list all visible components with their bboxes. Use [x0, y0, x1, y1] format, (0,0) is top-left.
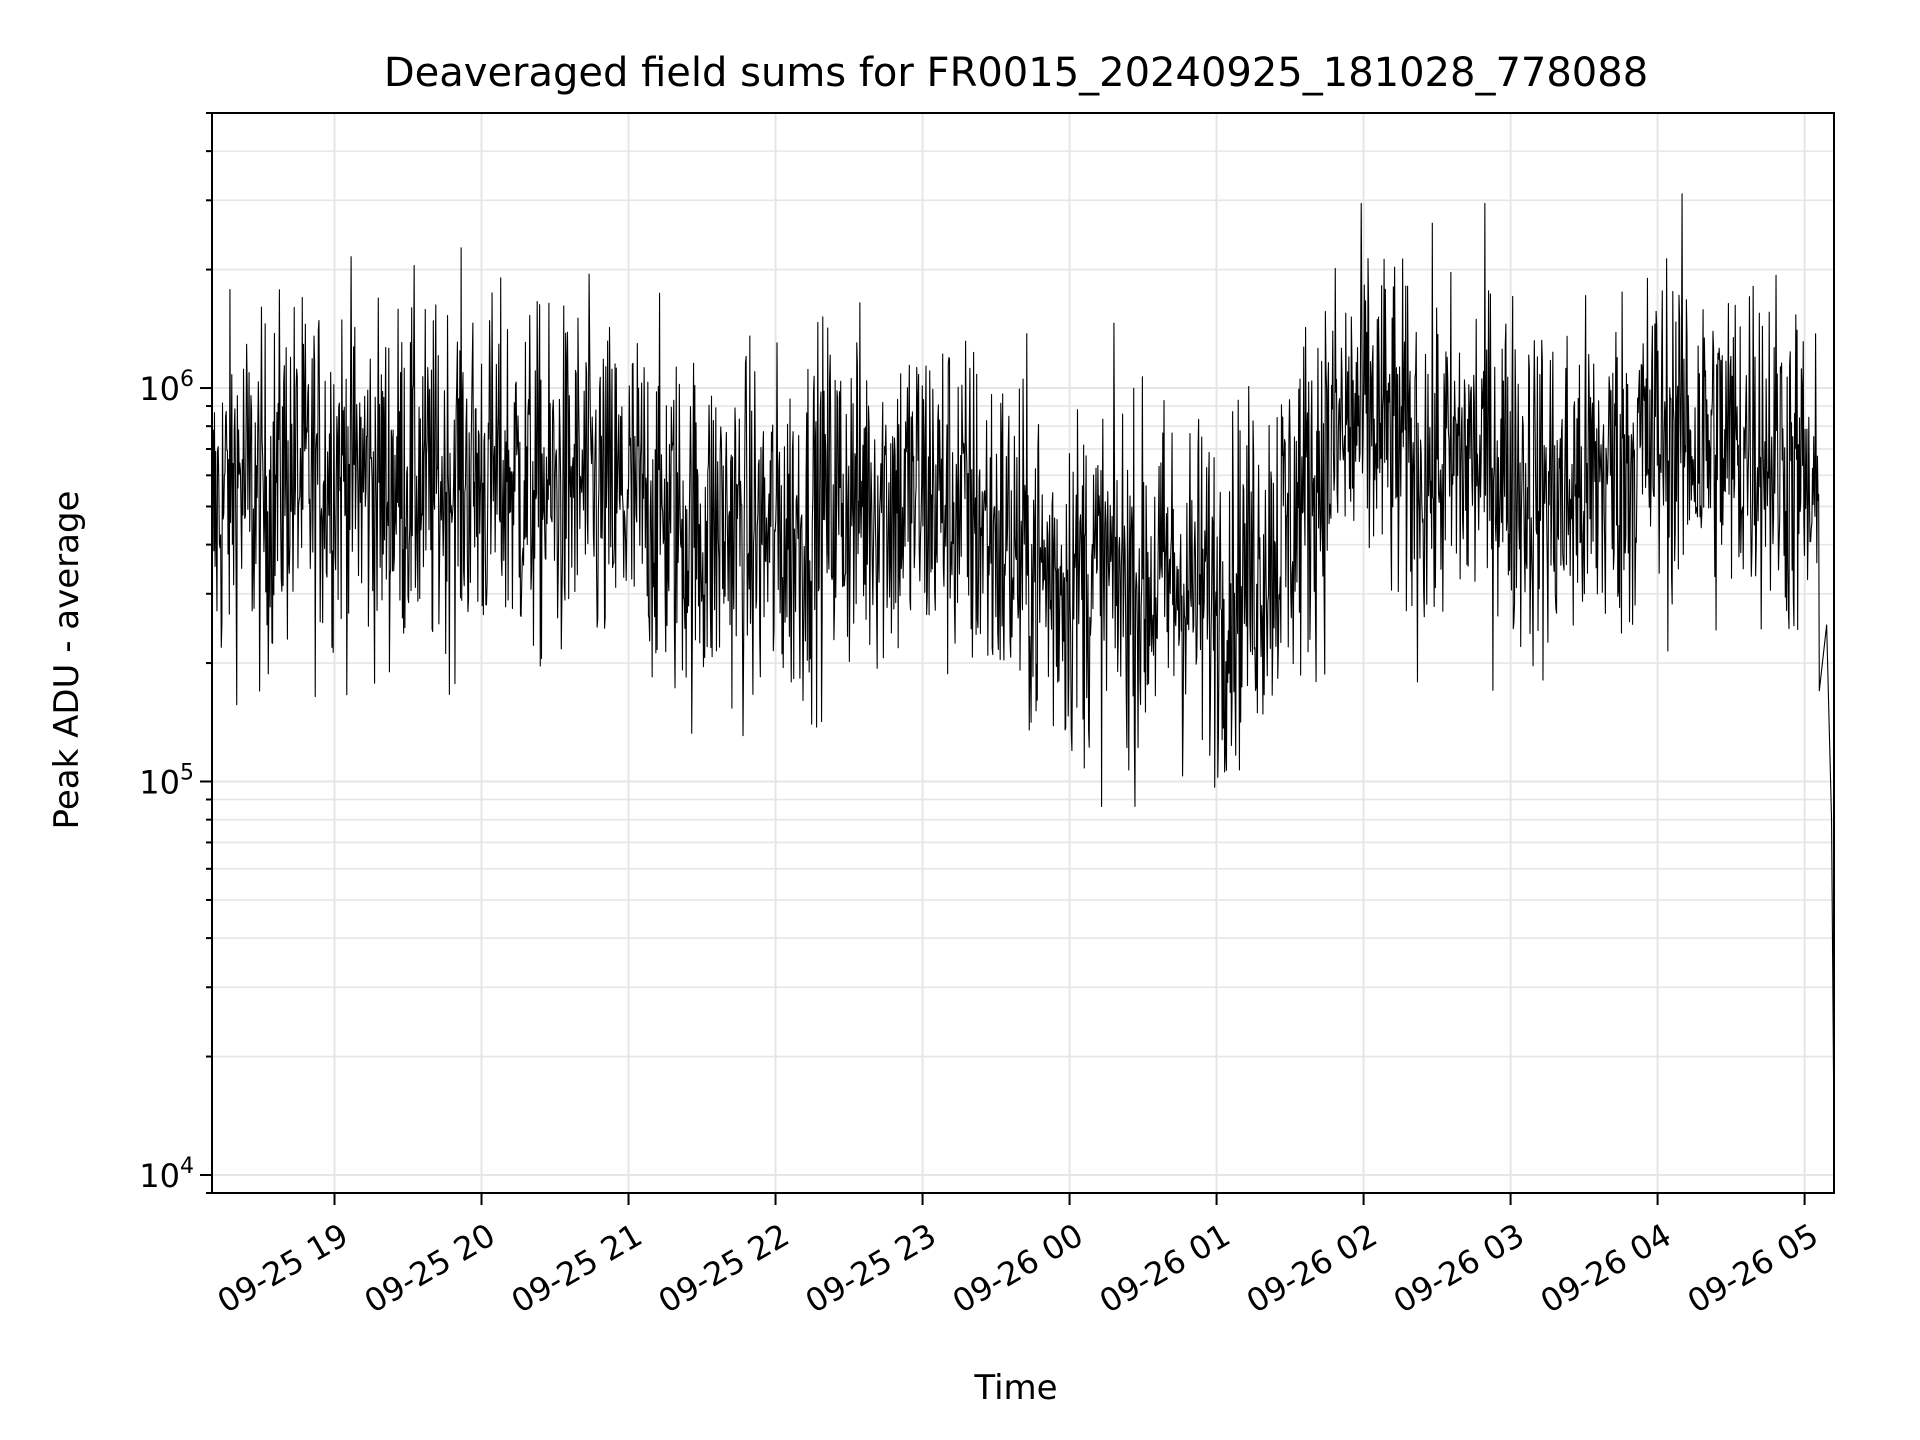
y-tick-label: 106 [139, 367, 194, 408]
y-axis-label: Peak ADU - average [47, 491, 87, 830]
x-axis-label: Time [973, 1368, 1057, 1408]
y-tick-label: 104 [139, 1154, 194, 1195]
plot-frame [211, 112, 1835, 1194]
series-line [211, 193, 1835, 1137]
y-tick-label: 105 [139, 761, 194, 802]
chart-title: Deaveraged field sums for FR0015_2024092… [384, 50, 1648, 96]
data-line [211, 193, 1835, 1137]
